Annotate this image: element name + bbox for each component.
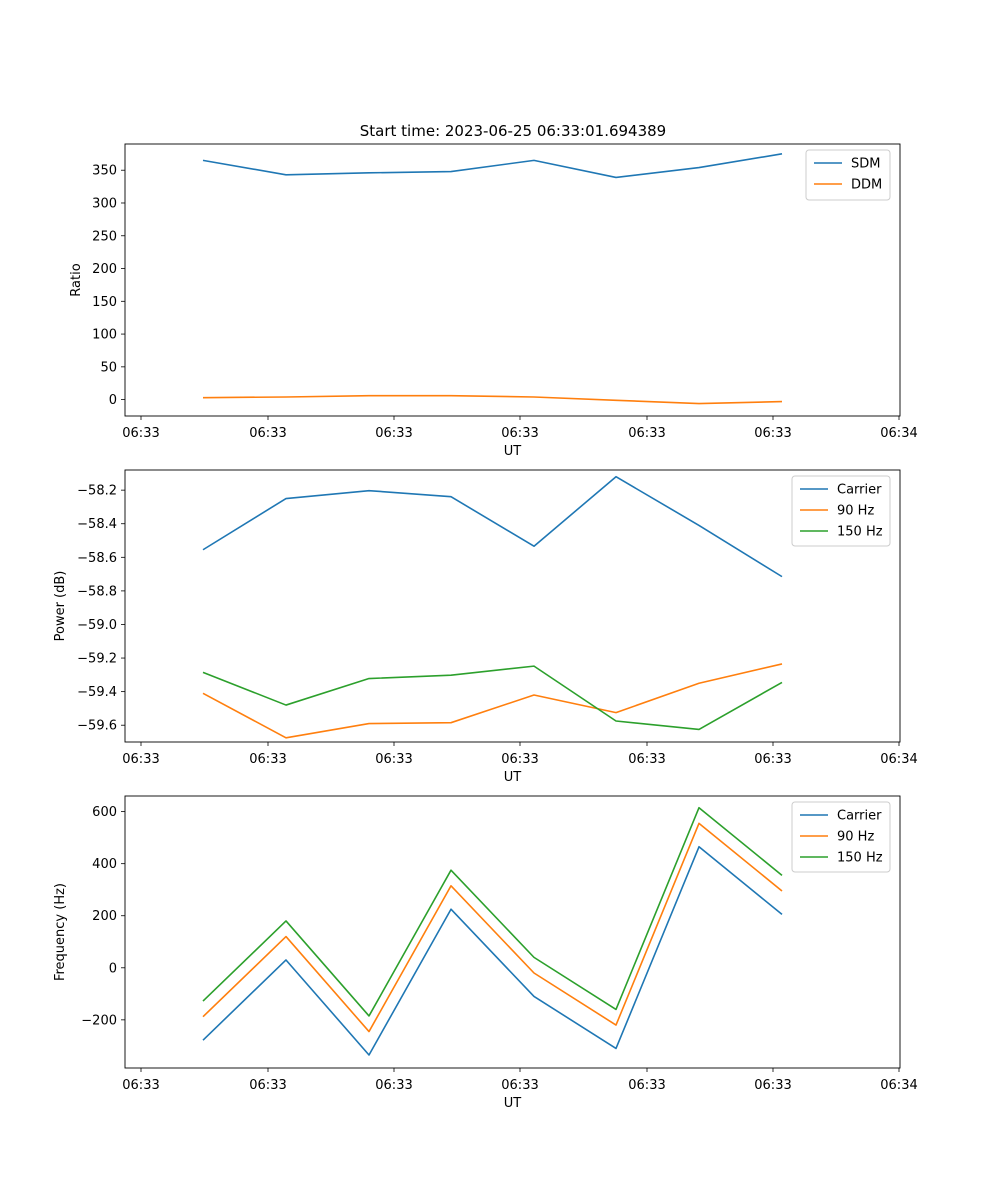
panel-3: −200 0 200 400 600 06:33 06:33 06:33 06:33 06:33 0… <box>53 795 918 1111</box>
legend-label: 90 Hz <box>837 830 874 845</box>
x-tick-label: 06:33 <box>628 752 665 767</box>
y-tick-label: 150 <box>92 295 117 310</box>
x-axis-label: UT <box>504 1096 522 1111</box>
y-tick-label: −59.0 <box>77 618 117 633</box>
y-tick-label: 400 <box>92 857 117 872</box>
y-tick-label: −59.4 <box>77 685 117 700</box>
legend: SDM DDM <box>805 149 891 201</box>
x-axis-label: UT <box>504 444 522 459</box>
y-tick-label: −58.4 <box>77 517 117 532</box>
x-tick-label: 06:33 <box>122 426 159 441</box>
y-tick-label: −58.2 <box>77 484 117 499</box>
legend-label: 150 Hz <box>837 525 883 540</box>
legend: Carrier 90 Hz 150 Hz <box>791 801 891 873</box>
legend-label: Carrier <box>837 809 882 824</box>
panel-1: 0 50 100 150 200 250 300 350 06:33 06:33 06:33 06:3… <box>69 143 918 459</box>
x-tick-label: 06:33 <box>754 426 791 441</box>
x-tick-label: 06:33 <box>501 1078 538 1093</box>
x-tick-label: 06:33 <box>375 752 412 767</box>
y-tick-label: 350 <box>92 164 117 179</box>
legend-label: DDM <box>851 178 882 193</box>
x-tick-label: 06:33 <box>628 1078 665 1093</box>
series-line-ddm <box>202 394 783 405</box>
x-tick-label: 06:34 <box>880 1078 917 1093</box>
x-tick-label: 06:33 <box>501 426 538 441</box>
y-tick-label: −59.2 <box>77 652 117 667</box>
x-tick-label: 06:33 <box>122 1078 159 1093</box>
y-axis-label: Power (dB) <box>53 571 68 642</box>
series-line-90-hz <box>202 822 783 1033</box>
plot-frame <box>124 795 901 1069</box>
legend-label: 150 Hz <box>837 851 883 866</box>
x-tick-label: 06:33 <box>375 1078 412 1093</box>
series-line-150-hz <box>202 665 783 731</box>
y-tick-label: 50 <box>100 360 117 375</box>
legend-box <box>791 801 891 873</box>
figure-title: Start time: 2023-06-25 06:33:01.694389 <box>360 122 666 140</box>
plot-frame <box>124 469 901 743</box>
y-tick-label: 0 <box>109 393 117 408</box>
x-tick-label: 06:33 <box>754 752 791 767</box>
series-line-sdm <box>202 153 783 179</box>
legend-box <box>791 475 891 547</box>
x-tick-label: 06:33 <box>122 752 159 767</box>
series-line-150-hz <box>202 806 783 1017</box>
plot-frame <box>124 143 901 417</box>
y-axis-label: Ratio <box>69 263 84 296</box>
y-tick-label: −58.6 <box>77 551 117 566</box>
y-tick-label: 200 <box>92 909 117 924</box>
x-tick-label: 06:33 <box>249 426 286 441</box>
x-tick-label: 06:34 <box>880 426 917 441</box>
x-axis-label: UT <box>504 770 522 785</box>
x-tick-label: 06:33 <box>375 426 412 441</box>
x-tick-label: 06:34 <box>880 752 917 767</box>
legend-label: 90 Hz <box>837 504 874 519</box>
y-tick-label: 600 <box>92 805 117 820</box>
legend-label: SDM <box>851 157 880 172</box>
panel-2: −59.6 −59.4 −59.2 −59.0 −58.8 −58.6 −58.4 −58.2… <box>53 469 918 785</box>
y-tick-label: 300 <box>92 196 117 211</box>
series-line-90-hz <box>202 663 783 739</box>
y-axis-label: Frequency (Hz) <box>53 883 68 981</box>
y-tick-label: −58.8 <box>77 584 117 599</box>
legend: Carrier 90 Hz 150 Hz <box>791 475 891 547</box>
y-tick-label: 0 <box>109 961 117 976</box>
series-line-carrier <box>202 845 783 1056</box>
x-tick-label: 06:33 <box>249 752 286 767</box>
x-tick-label: 06:33 <box>501 752 538 767</box>
y-tick-label: 250 <box>92 229 117 244</box>
x-tick-label: 06:33 <box>249 1078 286 1093</box>
x-tick-label: 06:33 <box>628 426 665 441</box>
series-line-carrier <box>202 475 783 578</box>
x-tick-label: 06:33 <box>754 1078 791 1093</box>
y-tick-label: 200 <box>92 262 117 277</box>
legend-label: Carrier <box>837 483 882 498</box>
y-tick-label: −59.6 <box>77 719 117 734</box>
y-tick-label: 100 <box>92 328 117 343</box>
y-tick-label: −200 <box>81 1013 117 1028</box>
